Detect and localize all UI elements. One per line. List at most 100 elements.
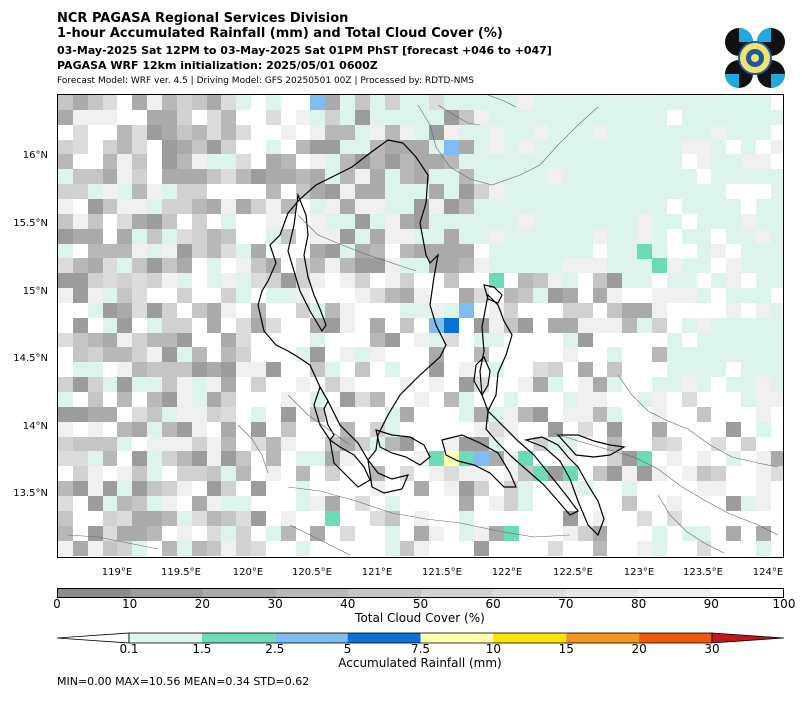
grid-cell [310, 139, 326, 155]
grid-cell [117, 213, 133, 229]
grid-cell [741, 139, 757, 155]
grid-cell [518, 124, 534, 140]
grid-cell [340, 109, 356, 125]
grid-cell [429, 139, 445, 155]
grid-cell [696, 139, 712, 155]
cloud-cover-tick-label: 20 [194, 597, 211, 611]
grid-cell [503, 273, 519, 289]
grid-cell [221, 213, 237, 229]
grid-cell [340, 258, 356, 274]
grid-cell [117, 302, 133, 318]
grid-cell [117, 228, 133, 244]
grid-cell [458, 95, 474, 110]
rainfall-tick-label: 7.5 [410, 642, 431, 656]
grid-cell [577, 258, 593, 274]
grid-cell [666, 243, 682, 259]
grid-cell [444, 109, 460, 125]
grid-cell [176, 228, 192, 244]
grid-cell [548, 258, 564, 274]
grid-cell [503, 258, 519, 274]
grid-cell [577, 273, 593, 289]
grid-cell [711, 288, 727, 304]
grid-cell [295, 139, 311, 155]
cloud-cover-swatch [493, 589, 566, 597]
grid-cell [132, 169, 148, 185]
grid-cell [607, 169, 623, 185]
grid-cell [533, 273, 549, 289]
grid-cell [265, 95, 281, 110]
grid-cell [72, 169, 88, 185]
grid-cell [503, 109, 519, 125]
grid-cell [102, 213, 118, 229]
grid-cell [236, 302, 252, 318]
grid-cell [58, 228, 73, 244]
grid-cell [161, 184, 177, 200]
lat-label-14: 14°N [22, 421, 48, 432]
grid-cell [548, 228, 564, 244]
grid-cell [458, 243, 474, 259]
grid-cell [696, 198, 712, 214]
grid-cell [681, 169, 697, 185]
grid-cell [265, 154, 281, 170]
grid-cell [102, 258, 118, 274]
grid-cell [147, 169, 163, 185]
grid-cell [384, 184, 400, 200]
grid-cell [399, 169, 415, 185]
grid-cell [176, 169, 192, 185]
cloud-cover-swatch [130, 589, 203, 597]
grid-cell [355, 109, 370, 125]
grid-cell [102, 228, 118, 244]
grid-cell [236, 288, 252, 304]
title-product: 1-hour Accumulated Rainfall (mm) and Tot… [57, 26, 503, 41]
grid-cell [191, 302, 207, 318]
grid-cell [117, 198, 133, 214]
grid-cell [458, 288, 474, 304]
grid-cell [87, 288, 103, 304]
grid-cell [147, 139, 163, 155]
grid-cell [592, 213, 608, 229]
cloud-cover-title: Total Cloud Cover (%) [355, 611, 485, 625]
grid-cell [295, 95, 311, 110]
grid-cell [548, 109, 564, 125]
grid-cell [265, 124, 281, 140]
grid-cell [161, 273, 177, 289]
grid-cell [488, 228, 504, 244]
grid-cell [548, 154, 564, 170]
grid-cell [206, 288, 222, 304]
grid-cell [355, 213, 370, 229]
grid-cell [770, 184, 783, 200]
grid-cell [295, 124, 311, 140]
grid-cell [176, 302, 192, 318]
cloud-cover-tick-label: 90 [703, 597, 719, 611]
pagasa-logo [725, 28, 785, 88]
grid-cell [251, 302, 267, 318]
grid-cell [384, 302, 400, 318]
grid-cell [221, 154, 237, 170]
grid-cell [355, 184, 370, 200]
lat-label-14-5: 14.5°N [13, 353, 48, 364]
grid-cell [384, 213, 400, 229]
grid-cell [355, 228, 370, 244]
cloud-cover-swatch [348, 589, 421, 597]
lat-label-16: 16°N [22, 150, 48, 161]
grid-cell [711, 198, 727, 214]
grid-cell [503, 139, 519, 155]
grid-cell [161, 169, 177, 185]
grid-cell [251, 243, 267, 259]
grid-cell [726, 95, 742, 110]
grid-cell [726, 228, 742, 244]
cloud-cover-tick-label: 60 [485, 597, 501, 611]
grid-cell [607, 184, 623, 200]
grid-cell [384, 243, 400, 259]
grid-cell [280, 302, 296, 318]
grid-cell [458, 213, 474, 229]
grid-cell [191, 198, 207, 214]
grid-cell [147, 184, 163, 200]
grid-cell [236, 243, 252, 259]
grid-cell [58, 139, 73, 155]
grid-cell [607, 273, 623, 289]
grid-cell [58, 273, 73, 289]
grid-cell [87, 258, 103, 274]
grid-cell [562, 243, 578, 259]
grid-cell [369, 228, 385, 244]
